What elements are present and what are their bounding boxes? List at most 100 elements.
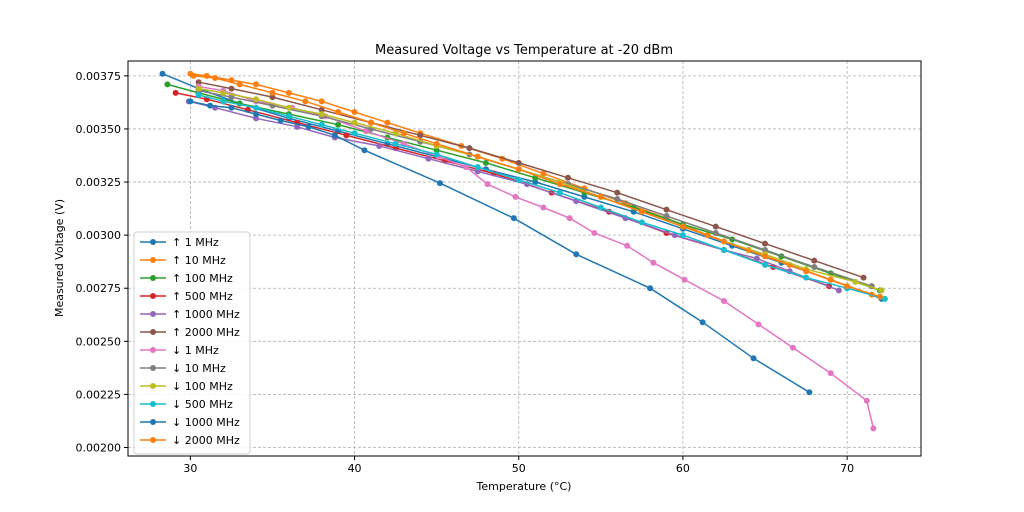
data-point (614, 196, 621, 203)
legend-marker (150, 365, 156, 371)
legend-label: ↓ 10 MHz (172, 362, 226, 375)
data-point (881, 295, 888, 302)
y-tick-label: 0.00350 (76, 123, 122, 136)
data-point (343, 132, 350, 139)
data-point (376, 142, 383, 149)
legend-item: ↑ 500 MHz (140, 290, 233, 303)
x-tick-label: 40 (348, 462, 362, 475)
series-5 (195, 79, 867, 281)
data-point (803, 268, 810, 275)
data-point (762, 240, 769, 247)
legend-item: ↓ 500 MHz (140, 398, 233, 411)
data-point (630, 208, 637, 215)
legend-item: ↓ 100 MHz (140, 380, 233, 393)
data-point (392, 140, 399, 147)
legend-label: ↑ 500 MHz (172, 290, 233, 303)
data-point (650, 259, 657, 266)
data-point (318, 121, 325, 128)
data-point (827, 370, 834, 377)
legend-marker (150, 383, 156, 389)
data-point (679, 232, 686, 239)
grid (128, 61, 921, 456)
data-point (789, 344, 796, 351)
x-tick-label: 60 (676, 462, 690, 475)
data-point (351, 119, 358, 126)
data-point (220, 98, 227, 105)
data-point (532, 179, 539, 186)
data-point (515, 176, 522, 183)
data-point (663, 206, 670, 213)
data-point (172, 89, 179, 96)
data-point (876, 293, 883, 300)
legend-label: ↓ 1000 MHz (172, 416, 240, 429)
data-point (720, 247, 727, 254)
data-point (811, 257, 818, 264)
data-point (663, 213, 670, 220)
data-point (870, 425, 877, 432)
data-point (285, 104, 292, 111)
data-point (425, 155, 432, 162)
data-point (510, 215, 517, 222)
data-point (597, 204, 604, 211)
legend-marker (150, 419, 156, 425)
legend-item: ↑ 10 MHz (140, 254, 226, 267)
data-point (720, 297, 727, 304)
data-point (269, 89, 276, 96)
series-line (193, 75, 881, 298)
x-axis-label: Temperature (°C) (476, 480, 572, 493)
data-point (515, 166, 522, 173)
data-point (638, 219, 645, 226)
legend-label: ↑ 1000 MHz (172, 308, 240, 321)
data-point (699, 319, 706, 326)
data-point (331, 132, 338, 139)
legend-label: ↑ 100 MHz (172, 272, 233, 285)
legend-item: ↓ 2000 MHz (140, 434, 240, 447)
legend-item: ↑ 1000 MHz (140, 308, 240, 321)
data-point (860, 274, 867, 281)
data-point (803, 274, 810, 281)
data-point (573, 251, 580, 258)
data-point (762, 253, 769, 260)
legend-label: ↑ 10 MHz (172, 254, 226, 267)
y-tick-label: 0.00250 (76, 335, 122, 348)
data-point (417, 132, 424, 139)
series-9 (195, 91, 888, 302)
data-point (285, 113, 292, 120)
legend-marker (150, 311, 156, 317)
data-point (566, 215, 573, 222)
data-point (482, 159, 489, 166)
data-point (190, 72, 197, 79)
y-tick-label: 0.00225 (76, 388, 122, 401)
data-point (207, 102, 214, 109)
data-point (835, 287, 842, 294)
data-point (844, 283, 851, 290)
data-point (811, 263, 818, 270)
legend: ↑ 1 MHz ↑ 10 MHz ↑ 100 MHz ↑ 500 MHz ↑ 1000 … (133, 231, 251, 455)
data-point (253, 96, 260, 103)
data-point (195, 85, 202, 92)
data-point (484, 181, 491, 188)
data-point (624, 242, 631, 249)
legend-marker (150, 257, 156, 263)
data-point (228, 104, 235, 111)
y-axis-label: Measured Voltage (V) (53, 199, 66, 317)
data-point (638, 208, 645, 215)
x-axis: 30 40 50 60 70 (183, 456, 854, 475)
data-point (679, 223, 686, 230)
data-point (852, 278, 859, 285)
data-point (466, 145, 473, 152)
legend-label: ↓ 2000 MHz (172, 434, 240, 447)
series-line (188, 100, 840, 292)
series-10 (187, 98, 813, 396)
legend-label: ↑ 1 MHz (172, 236, 219, 249)
data-point (253, 81, 260, 88)
legend-item: ↑ 1 MHz (140, 236, 219, 249)
data-point (318, 111, 325, 118)
y-tick-label: 0.00300 (76, 229, 122, 242)
data-point (591, 230, 598, 237)
data-point (720, 238, 727, 245)
legend-marker (150, 293, 156, 299)
legend-item: ↑ 100 MHz (140, 272, 233, 285)
data-point (863, 397, 870, 404)
legend-frame (133, 231, 251, 455)
